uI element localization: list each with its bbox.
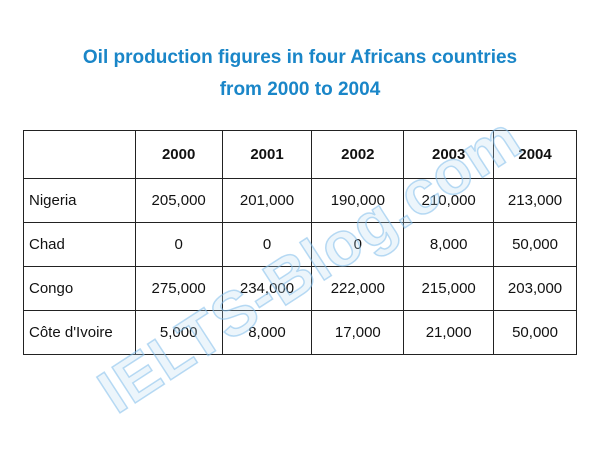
table-row: Côte d'Ivoire 5,000 8,000 17,000 21,000 50,00… <box>23 310 577 355</box>
row-label: Nigeria <box>23 178 136 223</box>
column-header: 2001 <box>221 130 313 179</box>
title-line: Oil production figures in four Africans … <box>82 47 518 68</box>
cell: 222,000 <box>311 266 405 311</box>
corner-cell <box>23 130 136 179</box>
cell: 210,000 <box>403 178 495 223</box>
column-header: 2003 <box>403 130 495 179</box>
cell: 234,000 <box>221 266 313 311</box>
column-header: 2000 <box>134 130 223 179</box>
cell: 275,000 <box>134 266 223 311</box>
cell: 8,000 <box>403 222 495 267</box>
column-header: 2004 <box>493 130 577 179</box>
row-label: Côte d'Ivoire <box>23 310 136 355</box>
row-label: Congo <box>23 266 136 311</box>
cell: 50,000 <box>493 310 577 355</box>
cell: 0 <box>221 222 313 267</box>
row-label: Chad <box>23 222 136 267</box>
table-row: Nigeria 205,000 201,000 190,000 210,000 213,0… <box>23 178 577 223</box>
cell: 21,000 <box>403 310 495 355</box>
column-header: 2002 <box>311 130 405 179</box>
cell: 8,000 <box>221 310 313 355</box>
cell: 215,000 <box>403 266 495 311</box>
table-row: Congo 275,000 234,000 222,000 215,000 203,000 <box>23 266 577 311</box>
cell: 201,000 <box>221 178 313 223</box>
cell: 213,000 <box>493 178 577 223</box>
title-line: from 2000 to 2004 <box>219 79 381 100</box>
cell: 190,000 <box>311 178 405 223</box>
table-row: Chad 0 0 0 8,000 50,000 <box>23 222 577 267</box>
cell: 5,000 <box>134 310 223 355</box>
cell: 0 <box>134 222 223 267</box>
cell: 17,000 <box>311 310 405 355</box>
cell: 205,000 <box>134 178 223 223</box>
cell: 50,000 <box>493 222 577 267</box>
title: Oil production figures in four Africans … <box>0 42 600 106</box>
cell: 0 <box>311 222 405 267</box>
cell: 203,000 <box>493 266 577 311</box>
header-row: 2000 2001 2002 2003 2004 <box>23 130 577 179</box>
data-table: 2000 2001 2002 2003 2004 Nigeria 205,000 201,0… <box>23 130 577 355</box>
